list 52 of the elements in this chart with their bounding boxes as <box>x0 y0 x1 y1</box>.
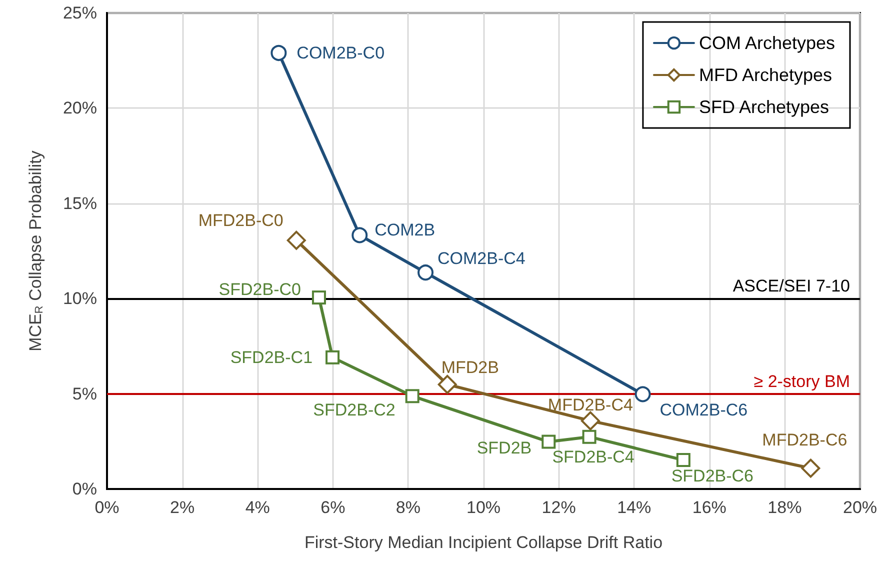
legend-label: COM Archetypes <box>698 33 836 53</box>
point <box>542 434 556 449</box>
x-tick-label: 0% <box>94 498 120 517</box>
annotation: COM2B-C0 <box>296 43 385 62</box>
y-tick-label: 10% <box>62 289 97 308</box>
annotation: MFD2B <box>441 358 499 377</box>
y-tick-label: 5% <box>72 384 97 404</box>
point <box>582 430 596 444</box>
annotation: MFD2B-C4 <box>548 395 633 414</box>
legend-label: SFD Archetypes <box>698 97 830 117</box>
x-tick-label: 2% <box>170 498 195 517</box>
y-tick-label: 15% <box>62 194 97 213</box>
x-tick-label: 14% <box>617 498 652 517</box>
ref-line-label: ≥ 2-story BM <box>754 372 850 391</box>
annotation: COM2B-C6 <box>660 400 748 420</box>
annotation: SFD2B-C2 <box>313 400 396 420</box>
point <box>270 44 287 61</box>
point <box>580 411 600 430</box>
point <box>352 227 368 244</box>
annotation: SFD2B <box>476 438 532 458</box>
y-axis-title: MCER Collapse Probability <box>26 150 46 352</box>
y-tick-label: 20% <box>62 98 97 118</box>
point <box>418 264 434 281</box>
y-tick-label: 0% <box>72 480 97 498</box>
annotation: MFD2B-C6 <box>762 430 848 450</box>
annotation: COM2B-C4 <box>438 249 526 268</box>
x-tick-label: 10% <box>466 498 501 517</box>
x-axis-title: First-Story Median Incipient Collapse Drift Ratio <box>304 533 663 552</box>
x-tick-label: 18% <box>768 498 802 517</box>
x-tick-label: 8% <box>396 498 420 517</box>
annotation: SFD2B-C6 <box>671 466 754 486</box>
y-tick-label: 25% <box>62 4 97 22</box>
x-tick-label: 20% <box>842 498 878 517</box>
point <box>438 374 457 394</box>
annotation: MFD2B-C0 <box>198 210 284 230</box>
x-tick-label: 6% <box>320 498 346 517</box>
point <box>312 290 326 304</box>
x-tick-label: 12% <box>542 498 576 517</box>
annotation: SFD2B-C1 <box>230 348 313 367</box>
point <box>676 453 690 468</box>
legend-label: MFD Archetypes <box>698 65 832 85</box>
ref-line-label: ASCE/SEI 7-10 <box>732 276 850 296</box>
point <box>405 389 420 404</box>
x-tick-label: 4% <box>245 498 270 517</box>
point <box>801 458 820 478</box>
point <box>326 350 340 364</box>
point <box>634 386 651 402</box>
point <box>286 230 306 250</box>
annotation: SFD2B-C4 <box>552 447 634 466</box>
annotation: SFD2B-C0 <box>218 280 301 299</box>
x-tick-label: 16% <box>692 498 726 517</box>
annotation: COM2B <box>374 220 436 240</box>
